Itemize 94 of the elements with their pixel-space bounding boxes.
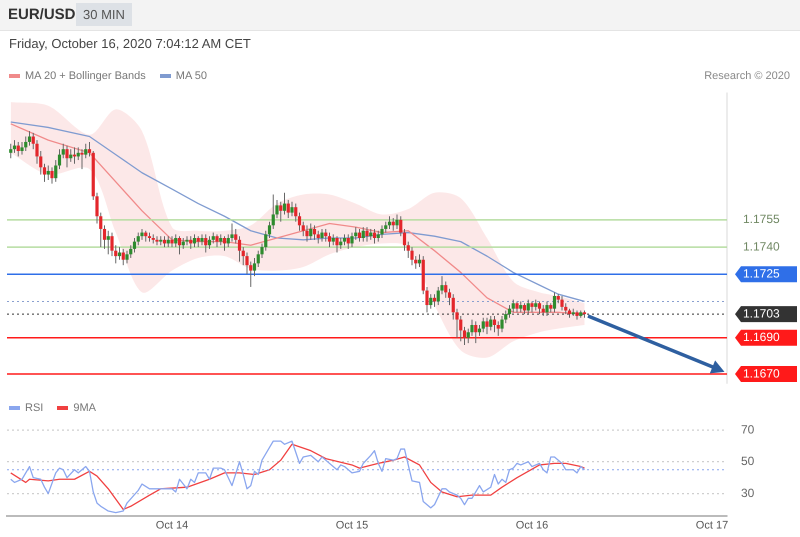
x-tick-label: Oct 15 xyxy=(336,519,368,532)
candlestick xyxy=(492,315,496,333)
legend-label: 9MA xyxy=(73,402,96,414)
candlestick xyxy=(125,250,129,264)
candlestick xyxy=(110,232,114,257)
candlestick xyxy=(545,300,549,316)
candlestick xyxy=(200,234,204,246)
candlestick xyxy=(526,299,530,315)
candlestick xyxy=(16,141,20,157)
chart-subtitle: Friday, October 16, 2020 7:04:12 AM CET xyxy=(9,36,251,51)
candlestick xyxy=(122,248,125,266)
candlestick xyxy=(279,201,282,222)
candlestick xyxy=(482,317,485,333)
x-tick-label: Oct 16 xyxy=(516,519,548,532)
candlestick xyxy=(489,315,492,331)
candlestick xyxy=(65,145,69,168)
candlestick xyxy=(500,315,504,333)
candlestick xyxy=(204,234,208,253)
candlestick xyxy=(118,246,122,260)
candlestick xyxy=(395,214,399,230)
candlestick xyxy=(534,299,538,311)
candlestick xyxy=(72,146,76,164)
candlestick xyxy=(549,302,552,313)
candlestick xyxy=(328,232,332,248)
ref-line-label: 1.1690 xyxy=(743,330,780,344)
candlestick xyxy=(560,296,564,311)
candlestick xyxy=(429,294,432,310)
y-tick-label: 50 xyxy=(741,454,755,468)
candlestick xyxy=(418,254,422,268)
candlestick xyxy=(335,236,339,253)
candlestick xyxy=(372,228,376,244)
candlestick xyxy=(20,141,24,156)
ref-line-label: 1.1755 xyxy=(743,212,780,226)
candlestick xyxy=(148,232,152,242)
candlestick xyxy=(362,226,365,242)
candlestick xyxy=(144,230,148,242)
candlestick xyxy=(9,143,12,159)
ref-line-label: 1.1740 xyxy=(743,239,780,254)
candlestick xyxy=(170,236,174,248)
candlestick xyxy=(309,223,312,240)
candlestick xyxy=(522,302,526,315)
text: 30 MIN xyxy=(76,3,132,26)
candlestick xyxy=(215,234,219,248)
candlestick xyxy=(369,228,372,240)
candlestick xyxy=(219,234,222,246)
candlestick xyxy=(189,236,192,250)
candlestick xyxy=(432,294,436,308)
candlestick xyxy=(358,228,362,242)
x-tick-label: Oct 14 xyxy=(156,519,188,532)
candlestick xyxy=(69,148,72,162)
text: Research © 2020 xyxy=(704,70,790,82)
ref-line-label: 1.1670 xyxy=(743,366,780,380)
candlestick xyxy=(552,292,556,313)
candlestick xyxy=(519,300,522,313)
candlestick xyxy=(174,234,178,248)
candlestick xyxy=(542,304,545,316)
candlestick xyxy=(182,238,185,250)
candlestick xyxy=(50,166,54,184)
candlestick xyxy=(575,310,579,320)
candlestick xyxy=(530,300,534,313)
x-tick-label: Oct 17 xyxy=(696,519,728,532)
chart-title: EUR/USD xyxy=(8,6,76,23)
candlestick xyxy=(312,224,316,240)
candlestick xyxy=(346,234,350,250)
candlestick xyxy=(339,238,342,250)
candlestick xyxy=(332,234,335,246)
ref-line-label: 1.1703 xyxy=(743,306,780,320)
candlestick xyxy=(392,218,395,232)
candlestick xyxy=(196,236,200,248)
candlestick xyxy=(388,216,392,230)
candlestick xyxy=(342,234,346,246)
candlestick xyxy=(320,228,324,242)
candlestick xyxy=(478,324,482,336)
legend-label: MA 50 xyxy=(176,70,207,82)
candlestick xyxy=(192,234,196,248)
candlestick xyxy=(380,224,384,238)
y-tick-label: 30 xyxy=(741,486,755,500)
candlestick xyxy=(46,165,50,180)
ref-line-label: 1.1725 xyxy=(743,266,780,281)
candlestick xyxy=(166,236,170,248)
candlestick xyxy=(162,236,166,248)
legend-label: RSI xyxy=(25,402,44,414)
candlestick xyxy=(208,236,212,250)
candlestick xyxy=(222,236,226,252)
y-tick-label: 70 xyxy=(741,422,755,436)
candlestick xyxy=(474,320,478,344)
legend-label: MA 20 + Bollinger Bands xyxy=(25,70,146,82)
candlestick xyxy=(290,201,294,217)
candlestick xyxy=(106,230,110,255)
candlestick xyxy=(152,234,155,244)
candlestick xyxy=(485,317,489,335)
candlestick xyxy=(350,232,354,248)
candlestick xyxy=(159,236,162,246)
candlestick xyxy=(178,236,182,255)
